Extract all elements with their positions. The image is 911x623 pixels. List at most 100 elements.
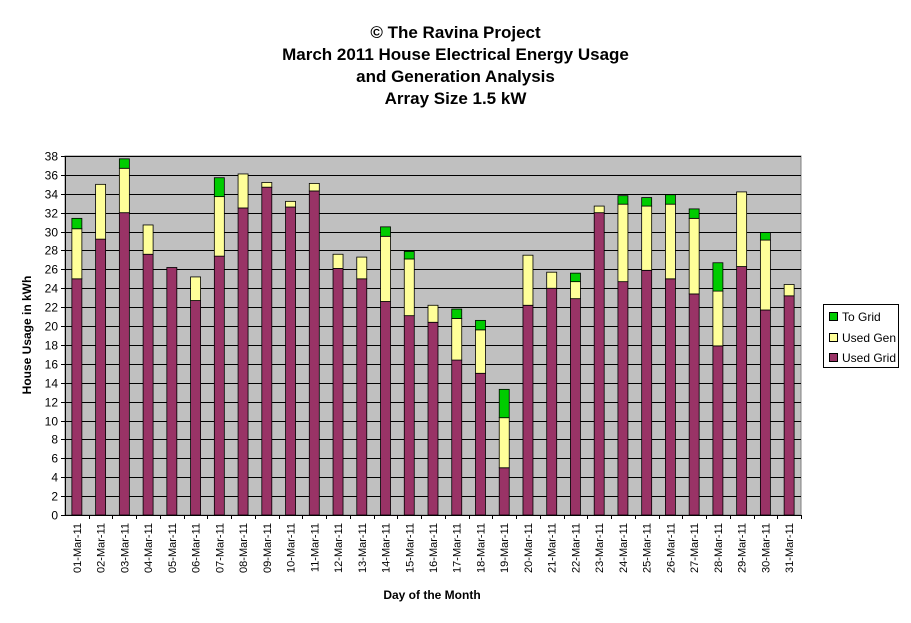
bar-used-grid xyxy=(688,293,700,516)
x-tick-label: 01-Mar-11 xyxy=(72,523,84,573)
y-tick-label: 34 xyxy=(45,188,59,202)
chart-title: © The Ravina Project March 2011 House El… xyxy=(0,22,911,110)
bar-used-gen xyxy=(451,318,463,361)
y-tick-label: 4 xyxy=(51,471,58,485)
bar-used-gen xyxy=(118,167,130,214)
bar-used-gen xyxy=(475,329,486,374)
y-tick-label: 12 xyxy=(45,396,59,410)
x-axis-label: Day of the Month xyxy=(383,588,481,602)
bar-used-gen xyxy=(617,203,629,283)
y-tick-label: 38 xyxy=(45,150,59,164)
bar-used-grid xyxy=(570,298,581,516)
y-tick-label: 22 xyxy=(45,301,59,315)
y-tick-label: 26 xyxy=(45,263,59,277)
y-tick-label: 14 xyxy=(45,377,59,391)
x-tick-label: 15-Mar-11 xyxy=(404,523,416,573)
y-tick-label: 30 xyxy=(45,226,59,240)
bar-used-grid xyxy=(498,467,510,516)
x-tick-label: 04-Mar-11 xyxy=(143,523,155,573)
bar-used-gen xyxy=(95,183,107,240)
bar-to-grid xyxy=(665,194,676,205)
bar-used-grid xyxy=(95,238,107,516)
x-tick-label: 21-Mar-11 xyxy=(547,523,559,573)
bar-to-grid xyxy=(380,226,391,237)
title-line-4: Array Size 1.5 kW xyxy=(384,89,527,108)
bar-used-gen xyxy=(213,196,225,257)
x-tick-label: 14-Mar-11 xyxy=(381,523,393,573)
bar-used-gen xyxy=(261,182,273,188)
bar-used-grid xyxy=(332,268,344,516)
bar-used-gen xyxy=(712,290,724,347)
y-tick-label: 24 xyxy=(45,282,59,296)
bar-used-grid xyxy=(736,266,748,516)
bar-to-grid xyxy=(475,319,486,331)
bar-used-grid xyxy=(118,212,130,516)
x-tick-label: 25-Mar-11 xyxy=(642,523,654,573)
bar-used-gen xyxy=(783,284,795,297)
x-tick-label: 27-Mar-11 xyxy=(689,523,701,573)
bar-used-gen xyxy=(641,205,653,271)
bar-to-grid xyxy=(498,388,510,419)
bar-to-grid xyxy=(118,158,130,169)
y-tick-label: 28 xyxy=(45,244,59,258)
x-tick-label: 09-Mar-11 xyxy=(262,523,274,573)
bar-used-grid xyxy=(475,372,486,516)
bar-used-grid xyxy=(783,295,795,516)
bar-used-grid xyxy=(403,315,415,516)
bar-used-grid xyxy=(356,278,368,516)
legend-item-used-grid: Used Grid xyxy=(829,350,896,365)
bar-used-grid xyxy=(142,253,154,516)
x-tick-label: 13-Mar-11 xyxy=(357,523,369,573)
bar-used-grid xyxy=(213,255,225,516)
bar-to-grid xyxy=(688,208,700,219)
bar-used-gen xyxy=(356,256,368,280)
y-tick-label: 0 xyxy=(51,509,58,523)
y-tick-label: 16 xyxy=(45,358,59,372)
y-tick-label: 2 xyxy=(51,490,58,504)
bar-used-grid xyxy=(712,345,724,516)
title-line-2: March 2011 House Electrical Energy Usage xyxy=(282,45,629,64)
title-line-3: and Generation Analysis xyxy=(356,67,555,86)
bar-to-grid xyxy=(570,272,581,283)
x-tick-label: 18-Mar-11 xyxy=(475,523,487,573)
bar-used-gen xyxy=(427,304,439,323)
y-tick-label: 36 xyxy=(45,169,59,183)
x-tick-label: 12-Mar-11 xyxy=(333,523,345,573)
bar-used-grid xyxy=(522,304,534,516)
x-tick-label: 26-Mar-11 xyxy=(665,523,677,573)
bar-used-grid xyxy=(380,301,391,516)
bar-used-gen xyxy=(546,271,558,289)
x-tick-label: 07-Mar-11 xyxy=(214,523,226,573)
bar-used-gen xyxy=(142,224,154,255)
bar-used-grid xyxy=(285,206,296,516)
bar-used-gen xyxy=(71,228,83,280)
bar-used-gen xyxy=(332,253,344,269)
bar-used-grid xyxy=(641,269,653,516)
bar-used-grid xyxy=(593,212,605,516)
y-tick-label: 18 xyxy=(45,339,59,353)
x-tick-label: 28-Mar-11 xyxy=(713,523,725,573)
x-tick-label: 02-Mar-11 xyxy=(96,523,108,573)
legend-item-to-grid: To Grid xyxy=(829,309,881,324)
x-tick-label: 16-Mar-11 xyxy=(428,523,440,573)
bar-used-grid xyxy=(759,309,771,516)
x-tick-label: 03-Mar-11 xyxy=(119,523,131,573)
x-tick-label: 10-Mar-11 xyxy=(286,523,298,573)
bar-used-grid xyxy=(617,281,629,516)
bar-to-grid xyxy=(617,195,629,205)
bar-used-grid xyxy=(237,207,249,516)
bar-used-gen xyxy=(665,203,676,280)
chart-legend: To Grid Used Gen Used Grid xyxy=(823,304,899,368)
x-tick-label: 31-Mar-11 xyxy=(784,523,796,573)
bar-to-grid xyxy=(641,197,653,207)
x-tick-label: 24-Mar-11 xyxy=(618,523,630,573)
bar-to-grid xyxy=(71,217,83,230)
x-tick-label: 20-Mar-11 xyxy=(523,523,535,573)
bar-to-grid xyxy=(759,232,771,241)
x-tick-label: 11-Mar-11 xyxy=(309,523,321,572)
bar-used-gen xyxy=(285,200,296,208)
bar-used-gen xyxy=(736,191,748,267)
y-tick-label: 6 xyxy=(51,452,58,466)
legend-item-used-gen: Used Gen xyxy=(829,330,896,345)
